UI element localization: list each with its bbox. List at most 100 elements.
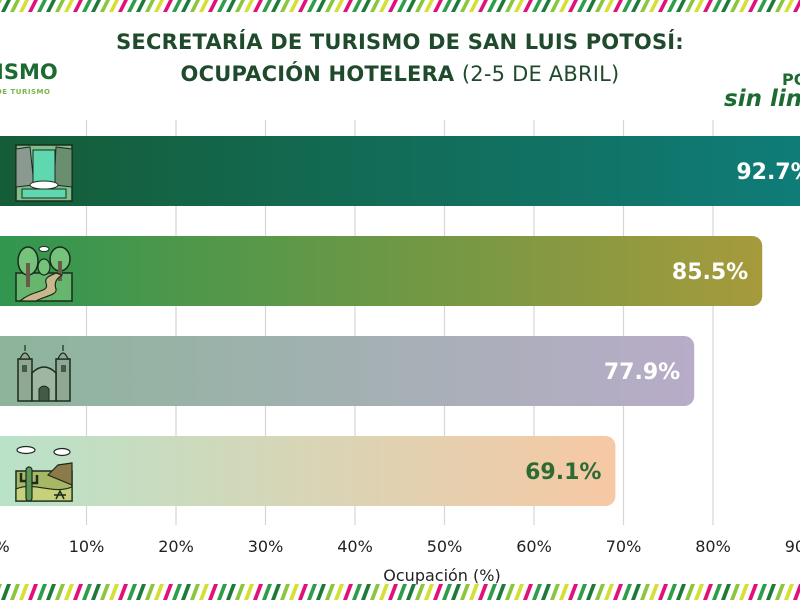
bar-group: 69.1% xyxy=(0,436,616,506)
border-pattern-stroke xyxy=(280,584,290,600)
border-pattern-stroke xyxy=(550,0,560,12)
border-pattern-stroke xyxy=(325,584,335,600)
border-pattern-stroke xyxy=(19,584,29,600)
border-pattern-stroke xyxy=(190,0,200,12)
border-pattern-stroke xyxy=(100,0,110,12)
border-pattern-stroke xyxy=(577,584,587,600)
border-pattern-stroke xyxy=(1,584,11,600)
border-pattern-stroke xyxy=(649,0,659,12)
border-pattern-stroke xyxy=(361,0,371,12)
border-pattern-stroke xyxy=(730,0,740,12)
x-tick-label: 40% xyxy=(337,537,373,556)
chart-title-line1: SECRETARÍA DE TURISMO DE SAN LUIS POTOSÍ… xyxy=(116,30,684,54)
border-pattern-stroke xyxy=(361,584,371,600)
border-pattern-stroke xyxy=(478,0,488,12)
bar-value-label: 85.5% xyxy=(672,260,748,285)
border-pattern-stroke xyxy=(415,584,425,600)
border-pattern-stroke xyxy=(685,584,695,600)
x-tick-label: 70% xyxy=(606,537,642,556)
bar-value-label: 69.1% xyxy=(525,460,601,485)
border-pattern-stroke xyxy=(631,0,641,12)
border-pattern-stroke xyxy=(604,584,614,600)
x-tick-label: 0% xyxy=(0,537,10,556)
border-pattern-stroke xyxy=(712,584,722,600)
x-tick-label: 30% xyxy=(248,537,284,556)
border-pattern-stroke xyxy=(460,0,470,12)
border-pattern-stroke xyxy=(28,0,38,12)
border-pattern-stroke xyxy=(433,0,443,12)
x-tick-label: 20% xyxy=(158,537,194,556)
border-pattern-stroke xyxy=(793,0,800,12)
border-pattern-stroke xyxy=(28,584,38,600)
border-pattern-stroke xyxy=(316,584,326,600)
border-pattern-stroke xyxy=(0,0,2,4)
border-pattern-stroke xyxy=(739,0,749,12)
border-pattern-stroke xyxy=(208,584,218,600)
border-pattern-stroke xyxy=(145,0,155,12)
logo-turismo: ISMO xyxy=(0,60,58,84)
border-pattern-stroke xyxy=(109,0,119,12)
border-pattern-stroke xyxy=(397,584,407,600)
border-pattern-stroke xyxy=(298,584,308,600)
border-pattern-stroke xyxy=(154,584,164,600)
border-pattern-stroke xyxy=(379,584,389,600)
border-pattern-stroke xyxy=(91,584,101,600)
border-pattern-stroke xyxy=(460,584,470,600)
title-bold: OCUPACIÓN HOTELERA xyxy=(180,62,455,86)
border-pattern-stroke xyxy=(586,584,596,600)
border-pattern-stroke xyxy=(289,584,299,600)
border-pattern-stroke xyxy=(334,584,344,600)
border-pattern-stroke xyxy=(775,584,785,600)
bar xyxy=(0,236,763,306)
border-pattern-stroke xyxy=(613,0,623,12)
border-pattern-stroke xyxy=(271,584,281,600)
border-pattern-stroke xyxy=(433,584,443,600)
border-pattern-stroke xyxy=(757,584,767,600)
border-pattern-stroke xyxy=(370,0,380,12)
border-pattern-stroke xyxy=(676,584,686,600)
x-tick-labels: 0% 10% 20% 30% 40% 50% 60% 70% 80% 90% xyxy=(0,537,800,556)
border-pattern-stroke xyxy=(658,0,668,12)
x-tick-label: 90% xyxy=(785,537,800,556)
border-pattern-stroke xyxy=(163,0,173,12)
border-pattern-stroke xyxy=(640,584,650,600)
border-pattern-stroke xyxy=(208,0,218,12)
logo-turismo-subtitle: DE TURISMO xyxy=(0,88,51,96)
border-pattern-stroke xyxy=(784,0,794,12)
border-pattern-stroke xyxy=(469,584,479,600)
bar xyxy=(0,136,800,206)
border-pattern-stroke xyxy=(127,0,137,12)
border-pattern-stroke xyxy=(253,0,263,12)
border-pattern-stroke xyxy=(748,0,758,12)
border-pattern-stroke xyxy=(307,584,317,600)
border-pattern-stroke xyxy=(127,584,137,600)
border-pattern-stroke xyxy=(343,0,353,12)
border-pattern-stroke xyxy=(352,0,362,12)
border-pattern-stroke xyxy=(235,584,245,600)
border-pattern-stroke xyxy=(505,0,515,12)
border-pattern-stroke xyxy=(172,0,182,12)
border-pattern-stroke xyxy=(370,584,380,600)
border-pattern-stroke xyxy=(46,584,56,600)
border-pattern-stroke xyxy=(685,0,695,12)
border-pattern-stroke xyxy=(406,0,416,12)
border-pattern-stroke xyxy=(739,584,749,600)
border-pattern-stroke xyxy=(73,0,83,12)
border-pattern-stroke xyxy=(730,584,740,600)
border-pattern-stroke xyxy=(694,584,704,600)
border-pattern-stroke xyxy=(667,584,677,600)
border-pattern-stroke xyxy=(559,0,569,12)
border-pattern-stroke xyxy=(1,0,11,12)
border-pattern-stroke xyxy=(469,0,479,12)
border-pattern-stroke xyxy=(613,584,623,600)
border-pattern-stroke xyxy=(91,0,101,12)
border-pattern-stroke xyxy=(298,0,308,12)
border-pattern-stroke xyxy=(721,0,731,12)
border-pattern-stroke xyxy=(496,0,506,12)
border-pattern-stroke xyxy=(550,584,560,600)
border-pattern-stroke xyxy=(244,584,254,600)
border-pattern-stroke xyxy=(694,0,704,12)
x-tick-label: 10% xyxy=(69,537,105,556)
bar xyxy=(0,436,616,506)
